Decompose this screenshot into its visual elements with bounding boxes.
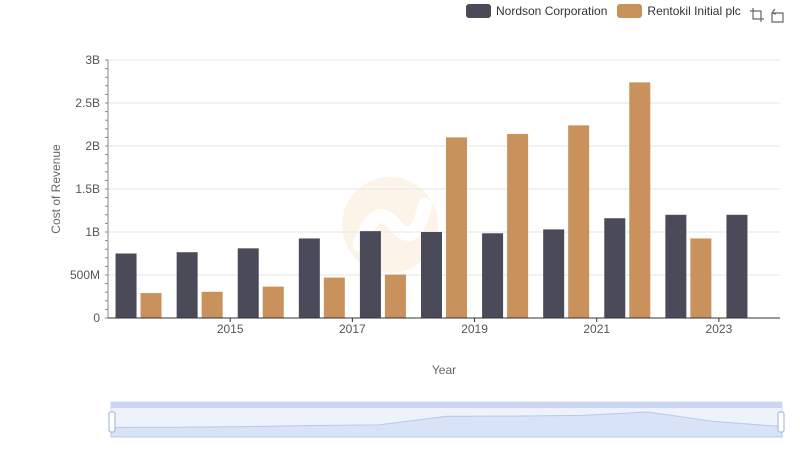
bars	[115, 82, 748, 319]
bar-rentokil-initial-plc-2023[interactable]	[690, 238, 712, 318]
zoom-handle-right[interactable]	[777, 411, 785, 433]
y-tick-label: 1.5B	[75, 182, 100, 196]
bar-rentokil-initial-plc-2021[interactable]	[568, 125, 590, 318]
legend-item-rentokil[interactable]: Rentokil Initial plc	[617, 4, 741, 18]
bar-rentokil-initial-plc-2018[interactable]	[384, 274, 406, 318]
bar-nordson-corporation-2018[interactable]	[359, 231, 381, 318]
bar-nordson-corporation-2024[interactable]	[726, 214, 748, 318]
bar-rentokil-initial-plc-2022[interactable]	[629, 82, 651, 318]
zoom-preview-area	[110, 411, 783, 438]
y-tick-label: 3B	[85, 53, 100, 67]
zoom-selection-bar[interactable]	[111, 402, 782, 408]
bar-nordson-corporation-2014[interactable]	[115, 253, 137, 319]
x-tick-label: 2017	[339, 322, 366, 336]
bar-rentokil-initial-plc-2019[interactable]	[446, 137, 467, 318]
chart-toolbar	[746, 6, 786, 24]
bar-nordson-corporation-2023[interactable]	[665, 214, 687, 318]
x-tick-label: 2015	[217, 322, 244, 336]
y-tick-label: 2B	[85, 139, 100, 153]
bar-nordson-corporation-2022[interactable]	[604, 218, 626, 318]
y-tick-label: 0	[93, 311, 100, 325]
y-axis-title: Cost of Revenue	[49, 144, 63, 234]
x-tick-label: 2021	[583, 322, 610, 336]
axes: 0 500M 1B 1.5B 2B 2.5B 3B 2015 2017 2019 2021 2023	[70, 53, 780, 336]
y-tick-label: 1B	[85, 225, 100, 239]
zoom-handle-left[interactable]	[108, 411, 116, 433]
legend-swatch-rentokil	[617, 4, 643, 18]
bar-rentokil-initial-plc-2014[interactable]	[140, 293, 162, 318]
bar-nordson-corporation-2021[interactable]	[543, 229, 565, 318]
bar-rentokil-initial-plc-2016[interactable]	[262, 286, 284, 318]
chart-legend: Nordson Corporation Rentokil Initial plc	[466, 4, 751, 18]
legend-label-rentokil: Rentokil Initial plc	[647, 4, 741, 18]
bar-rentokil-initial-plc-2017[interactable]	[323, 277, 345, 318]
bar-nordson-corporation-2019[interactable]	[421, 232, 442, 318]
x-axis-title: Year	[432, 363, 456, 377]
bar-nordson-corporation-2015[interactable]	[176, 252, 198, 318]
bar-rentokil-initial-plc-2020[interactable]	[507, 133, 529, 318]
bar-nordson-corporation-2017[interactable]	[298, 238, 320, 318]
restore-icon[interactable]	[768, 6, 786, 24]
x-tick-label: 2019	[461, 322, 488, 336]
x-tick-label: 2023	[706, 322, 733, 336]
legend-item-nordson[interactable]: Nordson Corporation	[466, 4, 607, 18]
y-tick-label: 500M	[70, 268, 100, 282]
legend-label-nordson: Nordson Corporation	[496, 4, 608, 18]
legend-swatch-nordson	[466, 4, 491, 18]
bar-rentokil-initial-plc-2015[interactable]	[201, 291, 223, 318]
data-zoom-slider[interactable]	[108, 401, 785, 438]
y-tick-label: 2.5B	[75, 96, 100, 110]
bar-nordson-corporation-2016[interactable]	[237, 248, 259, 318]
bar-nordson-corporation-2020[interactable]	[482, 233, 504, 318]
zoom-icon[interactable]	[748, 6, 766, 24]
